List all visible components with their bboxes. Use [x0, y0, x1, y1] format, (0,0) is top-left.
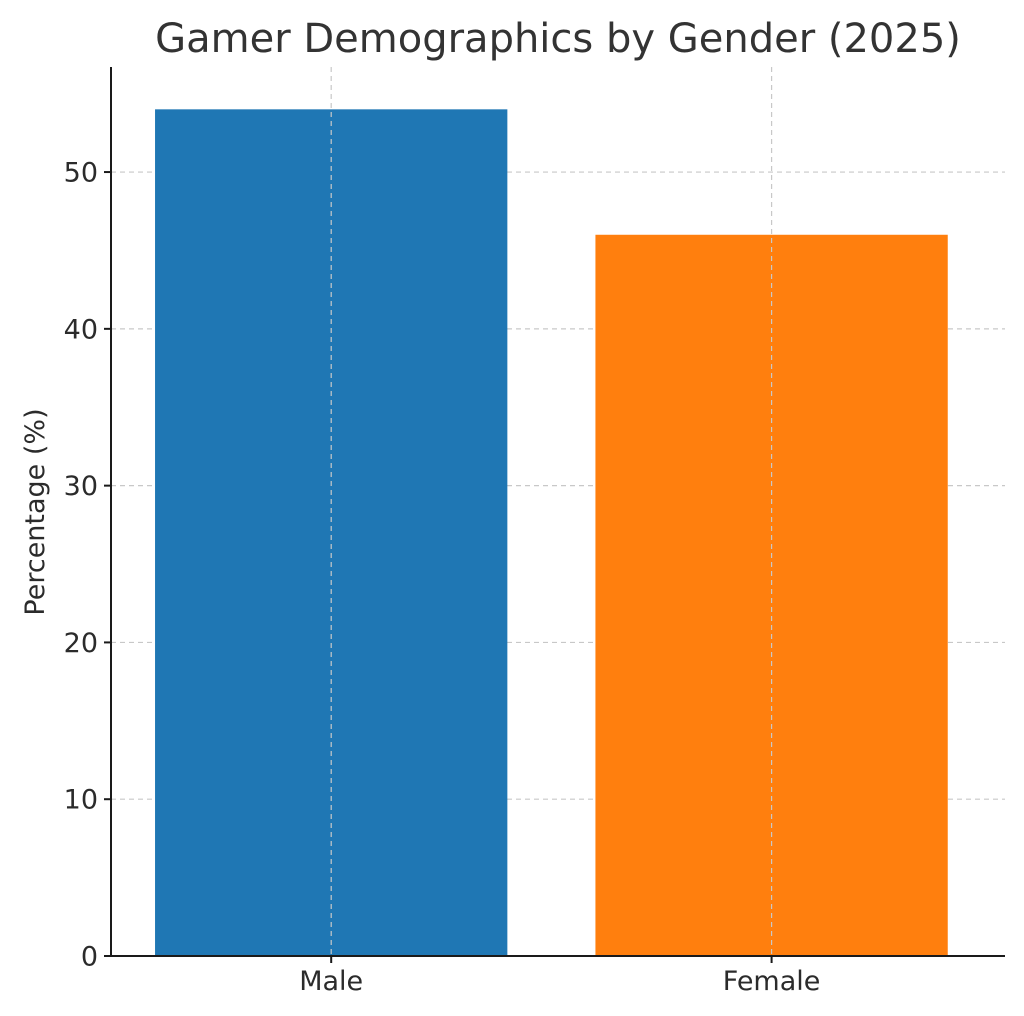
- x-tick-label-male: Male: [299, 966, 363, 997]
- x-tick-label-female: Female: [723, 966, 821, 997]
- y-tick-label-50: 50: [64, 158, 98, 189]
- y-tick-label-30: 30: [64, 471, 98, 502]
- y-tick-label-10: 10: [64, 785, 98, 816]
- chart-title: Gamer Demographics by Gender (2025): [155, 16, 961, 62]
- bar-male: [155, 109, 508, 957]
- y-tick-label-40: 40: [64, 314, 98, 345]
- y-ticks: 0 10 20 30 40 50: [64, 158, 111, 973]
- x-ticks: Male Female: [299, 956, 820, 997]
- bar-female: [595, 234, 948, 956]
- y-tick-label-20: 20: [64, 628, 98, 659]
- y-tick-label-0: 0: [81, 942, 98, 973]
- x-grid-lines: [330, 67, 773, 956]
- bars: [155, 109, 948, 957]
- axes: [110, 67, 1005, 957]
- y-axis-label: Percentage (%): [20, 408, 51, 615]
